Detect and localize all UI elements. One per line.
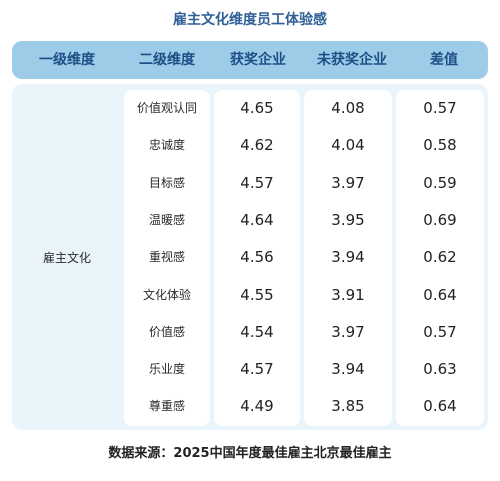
cell-difference: 0.64 — [423, 285, 457, 304]
cell-difference: 0.59 — [423, 173, 457, 192]
cell-non-awarded: 3.94 — [331, 360, 365, 379]
cell-difference: 0.63 — [423, 360, 457, 379]
cell-level2: 目标感 — [148, 175, 185, 190]
cell-level2: 重视感 — [148, 250, 185, 265]
cell-non-awarded: 4.08 — [331, 99, 365, 117]
cell-awarded: 4.56 — [240, 248, 274, 267]
cell-awarded: 4.57 — [240, 173, 274, 192]
cell-non-awarded: 3.95 — [331, 210, 365, 229]
cell-awarded: 4.62 — [240, 136, 274, 155]
cell-level2: 文化体验 — [142, 287, 191, 302]
cell-non-awarded: 3.91 — [331, 285, 365, 304]
cell-difference: 0.69 — [423, 210, 457, 229]
table-title: 雇主文化维度员工体验感 — [173, 12, 327, 28]
cell-difference: 0.58 — [423, 136, 457, 155]
cell-awarded: 4.49 — [240, 397, 274, 416]
cell-awarded: 4.54 — [240, 322, 274, 341]
cell-awarded: 4.57 — [240, 360, 274, 379]
cell-non-awarded: 3.85 — [331, 397, 365, 416]
cell-awarded: 4.55 — [240, 285, 274, 304]
cell-awarded: 4.64 — [240, 210, 274, 229]
data-source-note: 数据来源：2025中国年度最佳雇主北京最佳雇主 — [108, 446, 392, 461]
cell-level2: 价值观认同 — [136, 101, 197, 115]
cell-difference: 0.57 — [423, 99, 457, 117]
cell-level2: 尊重感 — [148, 399, 185, 414]
header-level1: 一级维度 — [39, 52, 95, 68]
header-difference: 差值 — [430, 52, 458, 68]
cell-level2: 忠诚度 — [148, 138, 185, 153]
column-difference: 0.57 0.58 0.59 0.69 0.62 0.64 0.57 0.63 0.64 — [396, 90, 484, 426]
cell-level2: 乐业度 — [148, 362, 185, 377]
header-level2: 二级维度 — [139, 52, 195, 68]
cell-non-awarded: 3.97 — [331, 322, 365, 341]
cell-level2: 温暖感 — [148, 212, 185, 227]
cell-difference: 0.57 — [423, 322, 457, 341]
cell-non-awarded: 3.94 — [331, 248, 365, 267]
column-non-awarded: 4.08 4.04 3.97 3.95 3.94 3.91 3.97 3.94 3.85 — [304, 90, 392, 426]
cell-non-awarded: 4.04 — [331, 136, 365, 155]
cell-difference: 0.64 — [423, 397, 457, 416]
column-awarded: 4.65 4.62 4.57 4.64 4.56 4.55 4.54 4.57 4.49 — [214, 90, 300, 426]
header-awarded: 获奖企业 — [230, 52, 286, 68]
cell-difference: 0.62 — [423, 248, 457, 267]
column-level2: 价值观认同忠诚度目标感温暖感重视感文化体验价值感乐业度尊重感 — [124, 90, 210, 426]
header-non-awarded: 未获奖企业 — [317, 52, 387, 68]
cell-level2: 价值感 — [148, 324, 185, 339]
cell-non-awarded: 3.97 — [331, 173, 365, 192]
group-label: 雇主文化 — [42, 250, 91, 265]
cell-awarded: 4.65 — [240, 99, 274, 117]
table-header: 一级维度 二级维度 获奖企业 未获奖企业 差值 — [12, 41, 488, 79]
